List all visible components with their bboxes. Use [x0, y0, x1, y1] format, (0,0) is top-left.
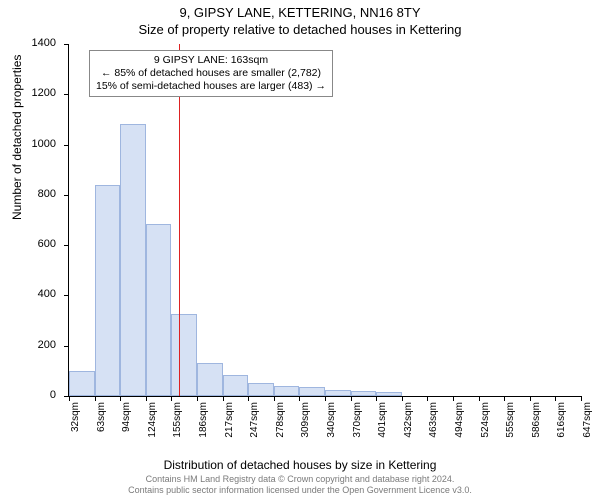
x-tick-label: 463sqm	[428, 402, 439, 438]
histogram-bar	[223, 375, 249, 396]
x-tick-label: 401sqm	[377, 402, 388, 438]
x-tick: 32sqm	[69, 396, 70, 401]
y-tick-label: 1400	[32, 37, 56, 49]
x-tick-label: 247sqm	[249, 402, 260, 438]
x-tick-label: 524sqm	[480, 402, 491, 438]
y-tick-label: 1000	[32, 138, 56, 150]
histogram-bar	[197, 363, 223, 396]
x-tick: 401sqm	[376, 396, 377, 401]
x-tick-label: 616sqm	[556, 402, 567, 438]
histogram-bar	[299, 387, 325, 396]
histogram-bar	[274, 386, 300, 396]
footer-line-1: Contains HM Land Registry data © Crown c…	[0, 474, 600, 485]
x-tick: 247sqm	[248, 396, 249, 401]
annotation-line-3: 15% of semi-detached houses are larger (…	[96, 80, 326, 93]
x-tick: 432sqm	[402, 396, 403, 401]
y-axis-label: Number of detached properties	[10, 55, 24, 220]
histogram-bar	[95, 185, 121, 396]
x-tick: 63sqm	[95, 396, 96, 401]
x-tick: 647sqm	[581, 396, 582, 401]
footer-line-2: Contains public sector information licen…	[0, 485, 600, 496]
annotation-line-2: ← 85% of detached houses are smaller (2,…	[96, 67, 326, 80]
x-tick-label: 155sqm	[172, 402, 183, 438]
y-tick-label: 0	[50, 389, 56, 401]
histogram-bar	[376, 392, 402, 396]
x-tick: 124sqm	[146, 396, 147, 401]
x-tick: 370sqm	[351, 396, 352, 401]
y-tick-label: 1200	[32, 87, 56, 99]
x-tick: 524sqm	[479, 396, 480, 401]
x-tick-label: 278sqm	[275, 402, 286, 438]
histogram-bar	[120, 124, 146, 396]
x-tick: 555sqm	[504, 396, 505, 401]
chart-container: 9, GIPSY LANE, KETTERING, NN16 8TY Size …	[0, 0, 600, 500]
subtitle: Size of property relative to detached ho…	[0, 22, 600, 39]
x-tick-label: 586sqm	[531, 402, 542, 438]
x-tick-label: 63sqm	[96, 402, 107, 432]
x-tick: 155sqm	[171, 396, 172, 401]
annotation-box: 9 GIPSY LANE: 163sqm ← 85% of detached h…	[89, 50, 333, 97]
histogram-bar	[171, 314, 197, 396]
x-tick: 94sqm	[120, 396, 121, 401]
x-axis-label: Distribution of detached houses by size …	[0, 458, 600, 472]
x-tick-label: 647sqm	[582, 402, 593, 438]
x-tick-label: 555sqm	[505, 402, 516, 438]
x-tick: 463sqm	[427, 396, 428, 401]
y-tick-label: 200	[38, 339, 56, 351]
x-tick: 586sqm	[530, 396, 531, 401]
x-tick-label: 370sqm	[352, 402, 363, 438]
histogram-bar	[351, 391, 377, 396]
x-tick-label: 124sqm	[147, 402, 158, 438]
x-tick-label: 186sqm	[198, 402, 209, 438]
histogram-bar	[69, 371, 95, 396]
x-tick: 616sqm	[555, 396, 556, 401]
annotation-line-1: 9 GIPSY LANE: 163sqm	[96, 54, 326, 67]
x-tick-label: 340sqm	[326, 402, 337, 438]
x-tick-label: 94sqm	[121, 402, 132, 432]
x-tick: 217sqm	[223, 396, 224, 401]
x-tick-label: 32sqm	[70, 402, 81, 432]
title: 9, GIPSY LANE, KETTERING, NN16 8TY	[0, 5, 600, 22]
y-tick-label: 400	[38, 288, 56, 300]
histogram-bar	[248, 383, 274, 396]
histogram-bar	[146, 224, 172, 396]
x-tick: 309sqm	[299, 396, 300, 401]
histogram-bar	[325, 390, 351, 396]
footer: Contains HM Land Registry data © Crown c…	[0, 474, 600, 496]
plot-area: 020040060080010001200140032sqm63sqm94sqm…	[68, 44, 581, 397]
x-tick: 494sqm	[453, 396, 454, 401]
x-tick: 340sqm	[325, 396, 326, 401]
x-tick: 186sqm	[197, 396, 198, 401]
x-tick-label: 494sqm	[454, 402, 465, 438]
x-tick-label: 217sqm	[224, 402, 235, 438]
x-tick: 278sqm	[274, 396, 275, 401]
y-tick-label: 600	[38, 238, 56, 250]
x-tick-label: 432sqm	[403, 402, 414, 438]
y-tick-label: 800	[38, 188, 56, 200]
x-tick-label: 309sqm	[300, 402, 311, 438]
